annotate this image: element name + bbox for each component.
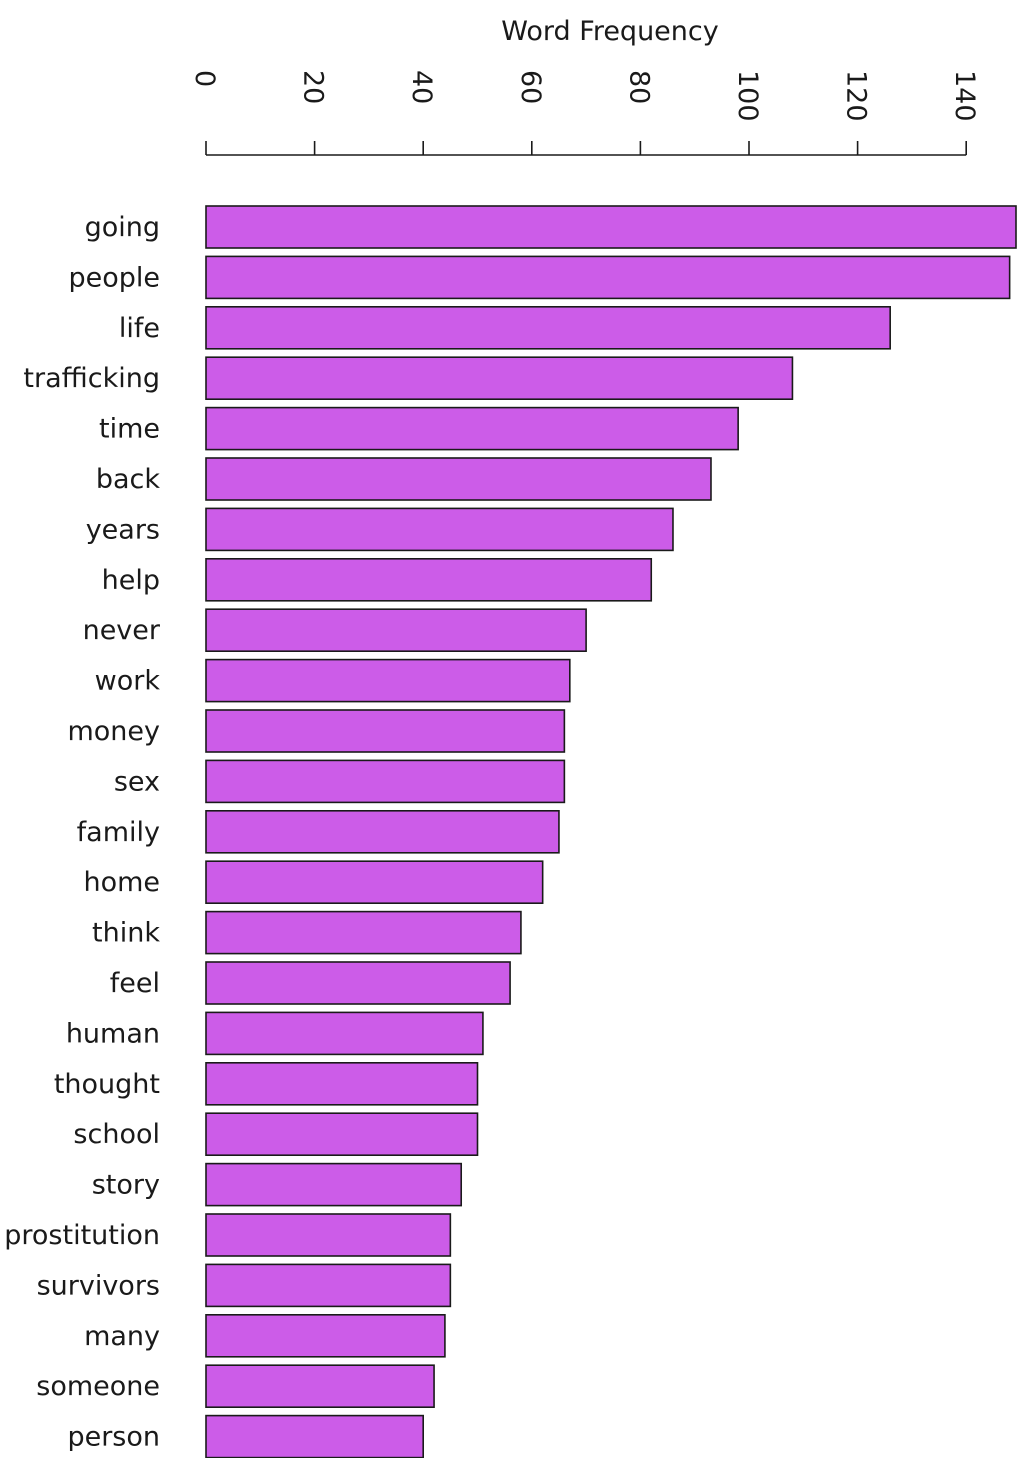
x-tick-label: 0 bbox=[189, 70, 220, 87]
bar-people bbox=[205, 255, 1011, 300]
category-label-survivors: survivors bbox=[37, 1270, 160, 1301]
x-tick-label: 120 bbox=[841, 70, 872, 122]
x-tick-label: 60 bbox=[515, 70, 546, 104]
category-label-home: home bbox=[83, 867, 160, 898]
category-label-never: never bbox=[83, 615, 161, 646]
x-axis: 0 20 40 60 80 100 120 140 bbox=[189, 70, 980, 156]
bar-story bbox=[205, 1162, 463, 1207]
category-label-back: back bbox=[96, 464, 161, 495]
bar-work bbox=[205, 658, 571, 703]
bar-sex bbox=[205, 759, 566, 804]
category-label-someone: someone bbox=[36, 1371, 160, 1402]
x-tick-label: 140 bbox=[949, 70, 980, 122]
category-label-story: story bbox=[92, 1170, 160, 1201]
category-label-sex: sex bbox=[114, 766, 160, 797]
x-tick-label: 100 bbox=[732, 70, 763, 122]
bar-going bbox=[205, 205, 1017, 249]
bar-survivors bbox=[205, 1263, 452, 1308]
category-label-years: years bbox=[86, 514, 160, 545]
category-label-person: person bbox=[67, 1422, 160, 1453]
bar-family bbox=[205, 809, 560, 854]
category-label-time: time bbox=[99, 414, 160, 445]
category-label-help: help bbox=[102, 565, 160, 596]
bar-trafficking bbox=[205, 356, 794, 401]
bar-prostitution bbox=[205, 1213, 452, 1257]
x-tick-label: 20 bbox=[298, 70, 329, 104]
bar-back bbox=[205, 457, 712, 501]
category-label-trafficking: trafficking bbox=[23, 363, 160, 394]
category-label-thought: thought bbox=[54, 1069, 160, 1100]
category-label-family: family bbox=[77, 817, 160, 848]
x-tick-label: 40 bbox=[406, 70, 437, 104]
bar-human bbox=[205, 1011, 484, 1056]
bar-someone bbox=[205, 1364, 435, 1408]
bar-years bbox=[205, 507, 674, 552]
category-label-work: work bbox=[95, 666, 161, 697]
bar-feel bbox=[205, 961, 511, 1005]
category-label-going: going bbox=[85, 212, 160, 243]
category-label-feel: feel bbox=[110, 968, 160, 999]
chart-title: Word Frequency bbox=[501, 16, 718, 47]
bar-life bbox=[205, 305, 891, 350]
category-label-money: money bbox=[67, 716, 160, 747]
bar-school bbox=[205, 1112, 479, 1156]
category-label-school: school bbox=[73, 1119, 160, 1150]
category-label-many: many bbox=[84, 1321, 160, 1352]
bar-think bbox=[205, 910, 522, 955]
bar-thought bbox=[205, 1062, 479, 1106]
category-label-life: life bbox=[119, 313, 160, 344]
category-label-people: people bbox=[68, 262, 160, 293]
category-label-human: human bbox=[66, 1018, 160, 1049]
bar-never bbox=[205, 608, 587, 653]
bar-money bbox=[205, 709, 566, 753]
bar-home bbox=[205, 860, 544, 905]
bar-person bbox=[205, 1414, 424, 1458]
category-label-think: think bbox=[92, 918, 160, 949]
category-labels: going people life trafficking time back years h… bbox=[4, 212, 161, 1453]
bar-many bbox=[205, 1314, 446, 1358]
category-label-prostitution: prostitution bbox=[4, 1220, 160, 1251]
x-tick-label: 80 bbox=[623, 70, 654, 104]
bar-help bbox=[205, 557, 653, 602]
bar-time bbox=[205, 406, 739, 451]
bars bbox=[205, 205, 1017, 1458]
